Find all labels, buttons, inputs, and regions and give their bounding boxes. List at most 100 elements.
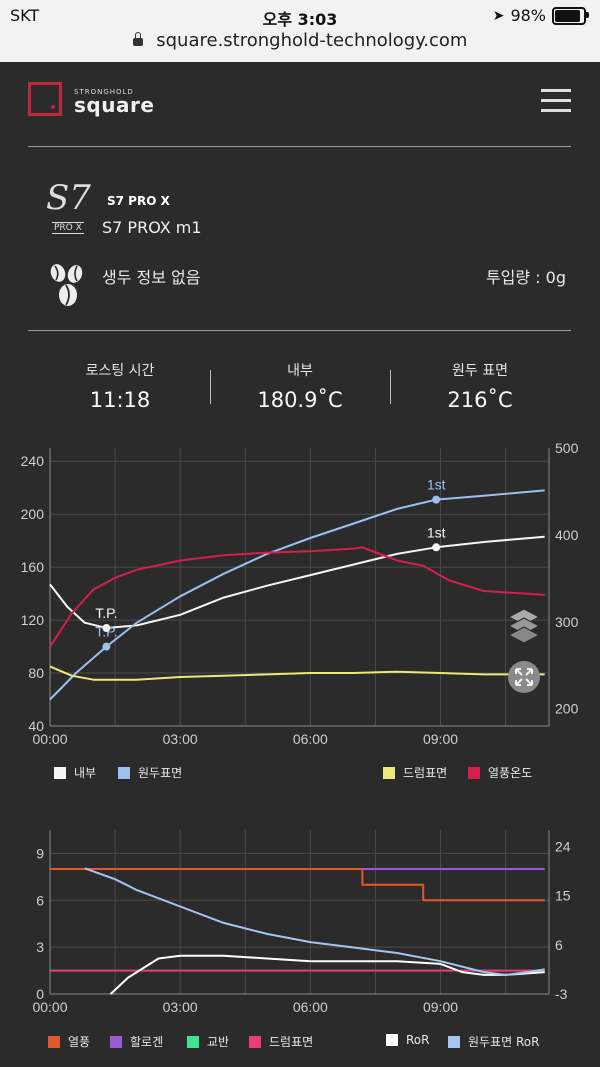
carrier-label: SKT — [10, 6, 40, 25]
stat-roast-time: 로스팅 시간 11:18 — [30, 360, 210, 412]
expand-circle — [508, 661, 540, 693]
lock-icon — [132, 32, 143, 46]
ror-legend: 열풍 할로겐 교반 드럼표면 RoR 원두표면 RoR — [0, 1033, 600, 1053]
legend-item-drum-surface[interactable]: 드럼표면 — [383, 764, 447, 781]
series-line — [110, 954, 545, 995]
annotation-label: 1st — [427, 524, 446, 540]
logo-mark-icon — [28, 82, 62, 116]
y-tick-label-left: 240 — [21, 453, 45, 469]
stat-value: 11:18 — [89, 388, 151, 412]
legend-label: 열풍 — [68, 1035, 91, 1049]
x-tick-label: 03:00 — [163, 999, 198, 1015]
y-tick-label-right: -3 — [555, 986, 568, 1002]
hamburger-menu-icon[interactable] — [541, 89, 571, 113]
legend-label: 할로겐 — [130, 1035, 164, 1049]
legend-item-heat[interactable]: 열풍 — [48, 1033, 90, 1050]
stat-value: 216˚C — [447, 388, 513, 412]
ror-chart[interactable]: 9 6 3 0 24 15 6 -3 00:00 03:00 06:00 09:00 — [0, 820, 600, 1020]
series-line — [49, 546, 545, 648]
stat-value: 180.9˚C — [257, 388, 343, 412]
temperature-chart[interactable]: 240 200 160 120 80 40 500 400 300 200 00:00 03:00 06… — [0, 430, 600, 750]
legend-label: 교반 — [207, 1035, 230, 1049]
device-divider — [28, 330, 571, 331]
legend-label: 원두표면 RoR — [468, 1035, 540, 1049]
x-tick-label: 09:00 — [423, 999, 458, 1015]
y-tick-label-right: 15 — [555, 888, 571, 904]
series-line — [49, 489, 545, 701]
expand-icon[interactable] — [508, 661, 540, 693]
browser-status-bar: SKT 오후 3:03 ➤ 98% square.stronghold-tech… — [0, 0, 600, 62]
x-tick-label: 00:00 — [32, 731, 67, 747]
stat-bean-surface: 원두 표면 216˚C — [390, 360, 570, 412]
ror-chart-svg: 9 6 3 0 24 15 6 -3 00:00 03:00 06:00 09:00 — [32, 830, 571, 1015]
y-tick-label-right: 400 — [555, 527, 579, 543]
stronghold-square-logo[interactable]: STRONGHOLD square — [28, 82, 168, 122]
series-line — [84, 867, 545, 976]
layers-icon[interactable] — [507, 608, 541, 644]
annotation-point — [102, 642, 111, 651]
annotation-label: T.P. — [95, 605, 117, 621]
series-line — [49, 665, 545, 681]
legend-label: 원두표면 — [138, 766, 183, 780]
url-text: square.stronghold-technology.com — [156, 30, 468, 51]
x-tick-label: 00:00 — [32, 999, 67, 1015]
annotation-point — [432, 543, 441, 552]
annotation-label: 1st — [427, 477, 446, 493]
bean-info: 생두 정보 없음 — [102, 268, 201, 287]
legend-item-hot-air[interactable]: 열풍온도 — [468, 764, 532, 781]
annotation-point — [102, 624, 111, 633]
coffee-bean-icon — [50, 264, 83, 306]
device-model: S7 PRO X — [107, 194, 170, 208]
temperature-chart-svg: 240 200 160 120 80 40 500 400 300 200 00:00 03:00 06… — [21, 440, 579, 747]
legend-item-ror[interactable]: RoR — [386, 1033, 429, 1047]
x-tick-label: 09:00 — [423, 731, 458, 747]
x-tick-label: 06:00 — [293, 999, 328, 1015]
legend-item-halogen[interactable]: 할로겐 — [110, 1033, 163, 1050]
input-amount: 투입량 : 0g — [485, 268, 566, 287]
address-bar[interactable]: square.stronghold-technology.com — [0, 30, 600, 51]
y-tick-label-left: 6 — [36, 892, 44, 908]
series-line — [50, 868, 545, 902]
y-tick-label-right: 300 — [555, 614, 579, 630]
legend-item-bean-ror[interactable]: 원두표면 RoR — [448, 1033, 539, 1050]
x-tick-label: 06:00 — [293, 731, 328, 747]
y-tick-label-left: 3 — [36, 939, 44, 955]
y-tick-label-left: 0 — [36, 986, 44, 1002]
location-icon: ➤ — [492, 7, 505, 24]
stat-label: 내부 — [287, 363, 313, 379]
battery-percent: 98% — [510, 6, 546, 25]
y-tick-label-left: 120 — [21, 612, 45, 628]
legend-label: 열풍온도 — [488, 766, 533, 780]
legend-item-bean-surface[interactable]: 원두표면 — [118, 764, 182, 781]
y-tick-label-left: 40 — [28, 718, 44, 734]
battery-icon — [552, 6, 589, 25]
y-tick-label-left: 80 — [28, 665, 44, 681]
s7-prox-logo-icon: S7 PRO X — [46, 178, 91, 234]
y-tick-label-left: 200 — [21, 506, 45, 522]
stat-separator — [210, 370, 211, 404]
y-tick-label-right: 6 — [555, 937, 563, 953]
stat-separator — [390, 370, 391, 404]
series-line — [49, 535, 545, 629]
layer-shape — [507, 626, 541, 644]
y-tick-label-right: 24 — [555, 838, 571, 854]
legend-item-stir[interactable]: 교반 — [187, 1033, 229, 1050]
annotation-point — [432, 495, 441, 504]
legend-label: RoR — [406, 1033, 430, 1047]
clock: 오후 3:03 — [262, 10, 338, 29]
legend-label: 드럼표면 — [403, 766, 448, 780]
y-tick-label-left: 160 — [21, 559, 45, 575]
y-tick-label-left: 9 — [36, 845, 44, 861]
legend-item-inner[interactable]: 내부 — [54, 764, 96, 781]
legend-label: 드럼표면 — [269, 1035, 314, 1049]
x-tick-label: 03:00 — [163, 731, 198, 747]
legend-item-drum-surface[interactable]: 드럼표면 — [249, 1033, 313, 1050]
y-tick-label-right: 200 — [555, 701, 579, 717]
legend-label: 내부 — [74, 766, 97, 780]
logo-big-text: square — [74, 93, 155, 117]
stat-inner-temp: 내부 180.9˚C — [210, 360, 390, 412]
expand-arrows — [515, 668, 533, 686]
device-name: S7 PROX m1 — [102, 218, 202, 237]
logo-small-text: STRONGHOLD — [74, 88, 134, 96]
stat-label: 로스팅 시간 — [85, 363, 155, 379]
